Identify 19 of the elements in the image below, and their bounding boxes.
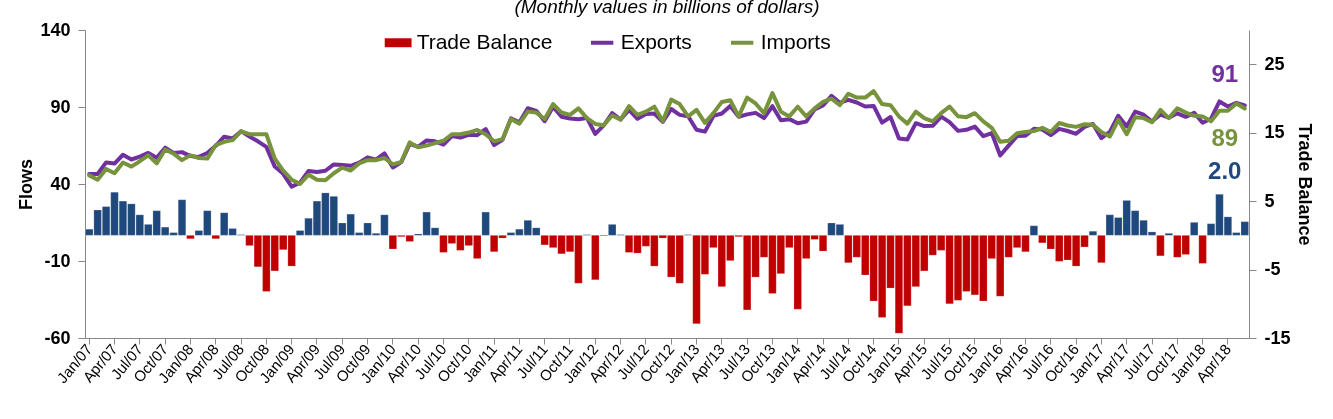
y2-tick-label: 25 [1264, 53, 1285, 74]
y2-tick-label: 5 [1264, 190, 1275, 211]
legend-label: Exports [620, 29, 692, 53]
y-tick-label: 90 [50, 96, 71, 117]
y-axis-title: Flows [16, 158, 37, 211]
data-label: 89 [1211, 123, 1239, 151]
data-label: 91 [1211, 60, 1239, 88]
legend-label: Imports [760, 29, 831, 53]
y2-axis-title: Trade Balance [1294, 123, 1315, 246]
y2-tick-label: -15 [1264, 327, 1291, 348]
y-tick-label: 140 [40, 19, 71, 40]
legend-label: Trade Balance [416, 29, 553, 53]
y-tick-label: -60 [44, 327, 71, 348]
y2-tick-label: 15 [1264, 122, 1285, 143]
y-tick-label: -10 [44, 250, 71, 271]
data-label: 2.0 [1208, 156, 1242, 184]
y-tick-label: 40 [50, 173, 71, 194]
y2-tick-label: -5 [1264, 259, 1281, 280]
chart-title: (Monthly values in billions of dollars) [514, 0, 820, 17]
